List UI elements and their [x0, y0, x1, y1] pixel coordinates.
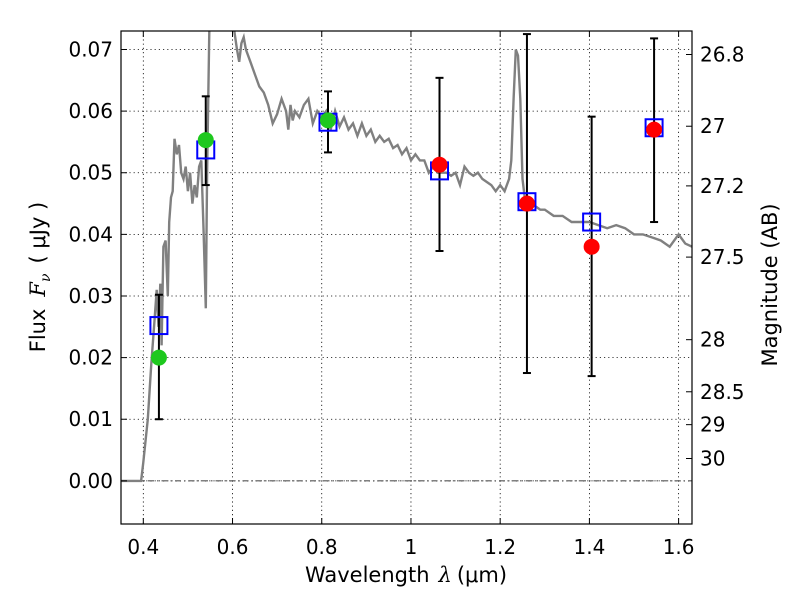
x-tick-label: 0.8: [306, 535, 338, 559]
observed-flux-point: [518, 195, 535, 212]
x-tick-label: 1.2: [484, 535, 516, 559]
magnitude-tick-label: 30: [700, 446, 725, 470]
y-tick-label: 0.01: [68, 407, 113, 431]
model-photometry-square: [149, 316, 169, 336]
magnitude-tick-label: 28: [700, 328, 725, 352]
x-tick-label: 0.6: [217, 535, 249, 559]
observed-flux-point: [431, 156, 448, 173]
y-tick-label: 0.00: [68, 469, 113, 493]
magnitude-tick-label: 29: [700, 413, 725, 437]
x-tick-label: 1: [405, 535, 418, 559]
x-tick-label: 0.4: [127, 535, 159, 559]
y-tick-label: 0.07: [68, 37, 113, 61]
x-axis-title: Wavelength λ (μm): [305, 563, 507, 587]
magnitude-tick-label: 27: [700, 114, 725, 138]
observed-flux-point: [319, 112, 336, 129]
plot-frame: [120, 30, 693, 525]
y-axis-right-title: Magnitude (AB): [758, 203, 782, 366]
observed-flux-point: [646, 121, 663, 138]
y-tick-label: 0.02: [68, 346, 113, 370]
y-tick-label: 0.05: [68, 161, 113, 185]
observed-flux-point: [197, 132, 214, 149]
y-axis-right: 26.8 27 27.2 27.5 28 28.5 29 30: [686, 42, 745, 470]
observed-flux-point: [150, 349, 167, 366]
x-tick-label: 1.4: [573, 535, 605, 559]
magnitude-tick-label: 28.5: [700, 380, 745, 404]
y-tick-label: 0.03: [68, 284, 113, 308]
observed-flux-markers: [150, 112, 663, 366]
y-tick-label: 0.04: [68, 222, 113, 246]
x-tick-label: 1.6: [663, 535, 695, 559]
magnitude-tick-label: 27.2: [700, 174, 745, 198]
magnitude-tick-label: 27.5: [700, 245, 745, 269]
y-tick-label: 0.06: [68, 99, 113, 123]
y-axis-title: FluxFν( μJy ): [26, 202, 54, 352]
model-photometry-square: [582, 212, 602, 232]
x-axis: 0.4 0.6 0.8 1 1.2 1.4 1.6: [127, 31, 695, 559]
observed-flux-point: [583, 238, 600, 255]
magnitude-tick-label: 26.8: [700, 42, 745, 66]
y-axis-left: 0.00 0.01 0.02 0.03 0.04 0.05 0.06 0.07: [68, 37, 127, 493]
